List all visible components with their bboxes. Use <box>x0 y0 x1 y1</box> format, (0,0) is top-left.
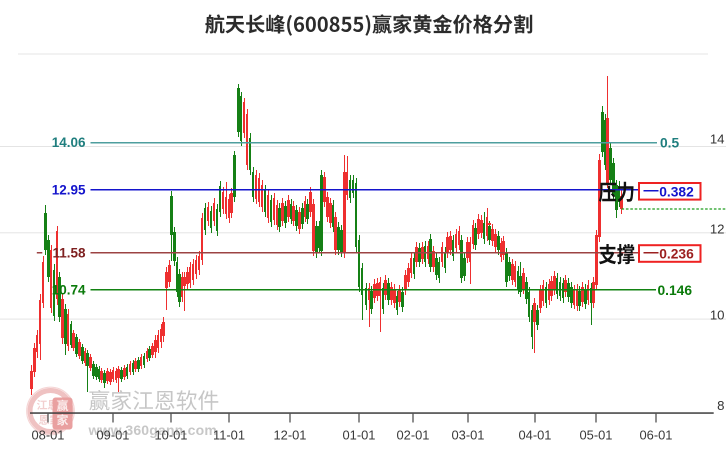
svg-text:0.5: 0.5 <box>660 136 680 151</box>
svg-text:01-01: 01-01 <box>343 428 376 443</box>
svg-text:09-01: 09-01 <box>97 428 130 443</box>
svg-text:14: 14 <box>710 132 725 147</box>
svg-text:10: 10 <box>710 308 725 323</box>
svg-text:www.360gann.com: www.360gann.com <box>88 422 218 438</box>
svg-text:12.95: 12.95 <box>52 183 86 198</box>
svg-text:10.74: 10.74 <box>52 283 86 298</box>
svg-text:05-01: 05-01 <box>580 428 613 443</box>
svg-text:08-01: 08-01 <box>32 428 65 443</box>
svg-text:02-01: 02-01 <box>397 428 430 443</box>
svg-text:11.58: 11.58 <box>52 245 86 260</box>
svg-text:10-01: 10-01 <box>155 428 188 443</box>
svg-text:0.146: 0.146 <box>658 283 693 298</box>
svg-text:12: 12 <box>710 222 725 237</box>
svg-text:06-01: 06-01 <box>640 428 673 443</box>
svg-text:8: 8 <box>717 398 724 413</box>
svg-text:14.06: 14.06 <box>52 135 86 150</box>
svg-text:0.382: 0.382 <box>659 184 694 199</box>
svg-text:03-01: 03-01 <box>452 428 485 443</box>
svg-text:12-01: 12-01 <box>274 428 307 443</box>
svg-text:11-01: 11-01 <box>213 428 245 443</box>
svg-text:04-01: 04-01 <box>519 428 552 443</box>
svg-text:0.236: 0.236 <box>659 247 694 262</box>
